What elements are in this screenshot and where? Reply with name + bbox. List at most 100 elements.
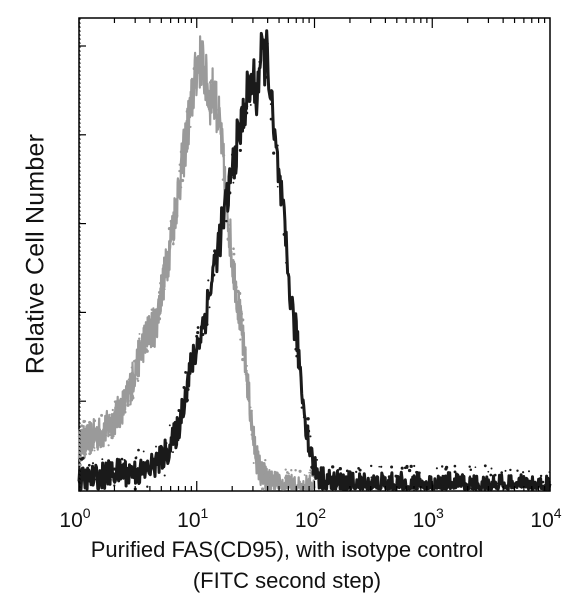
series-point [453,470,457,474]
series-point [184,370,188,374]
series-point [310,465,314,469]
series-point [441,485,445,488]
y-axis-dot [78,149,81,152]
series-point [185,110,189,113]
series-point [464,487,467,491]
series-point [119,421,122,424]
series-point [91,462,95,465]
series-point [110,413,113,416]
series-point [213,113,216,117]
y-axis-dot [78,193,81,196]
series-point [489,473,493,477]
series-point [469,475,471,478]
series-point [140,336,145,340]
series-point [83,486,86,489]
series-point [84,452,88,456]
series-point [133,359,136,363]
y-axis-dot [78,481,81,484]
series-point [101,464,105,468]
series-point [88,420,92,425]
series-point [234,147,237,150]
series-point [234,285,238,289]
series-point [153,320,157,323]
y-axis-dot [78,233,81,236]
series-point [294,347,297,351]
series-point [227,175,230,178]
series-point [158,311,162,315]
ticks-layer [78,17,551,492]
series-point [80,438,84,441]
y-axis-dot [78,421,81,424]
series-point [306,417,310,421]
series-point [539,474,543,478]
series-point [319,477,322,480]
series-point [169,219,173,223]
series-point [160,274,164,278]
y-axis-dot [78,65,81,68]
series-point [223,154,226,157]
y-axis-dot [78,241,81,244]
series-point [294,469,297,472]
series-point [239,338,242,341]
series-point [88,441,91,444]
series-point [180,149,183,152]
series-point [448,484,451,487]
series-point [276,144,279,147]
y-axis-dot [78,49,81,52]
series-point [93,444,95,446]
series-point [286,475,290,480]
series-point [203,75,207,78]
series-point [199,65,203,69]
series-point [212,273,216,277]
series-point [165,266,169,270]
y-axis-dot [78,309,81,312]
series-point [125,483,127,486]
series-point [267,84,270,87]
y-axis-dot [78,445,81,448]
series-point [180,186,183,189]
y-axis-dot [78,121,81,124]
series-point [148,334,152,338]
series-point [537,481,540,484]
series-point [155,308,158,311]
series-point [272,488,275,490]
series-point [241,357,245,362]
series-point [245,105,249,108]
y-axis-dot [78,101,81,104]
series-point [113,476,116,479]
y-axis-dot [78,365,81,368]
series-point [500,471,503,474]
y-axis-dot [78,361,81,364]
series-point [152,328,156,332]
series-point [232,172,236,176]
series-point [335,481,339,485]
series-point [177,433,181,437]
series-point [281,487,285,491]
y-axis-dot [78,113,81,116]
series-point [154,327,156,330]
series-point [165,442,168,445]
series-point [261,472,264,475]
series-point [107,444,110,447]
series-point [257,458,260,461]
series-point [227,223,230,227]
series-point [225,219,228,223]
series-point [241,318,245,322]
series-point [490,467,493,470]
series-point [289,296,291,299]
series-point [308,471,311,474]
series-point [124,401,127,404]
series-point [200,341,203,344]
series-point [509,485,512,488]
series-point [528,479,532,483]
series-point [109,433,113,437]
series-point [531,480,535,484]
series-point [201,332,205,337]
series-point [201,77,204,81]
series-point [214,111,218,115]
series-point [236,289,240,294]
series-point [252,461,255,465]
y-axis-dot [78,377,81,380]
y-axis-dot [78,37,81,40]
